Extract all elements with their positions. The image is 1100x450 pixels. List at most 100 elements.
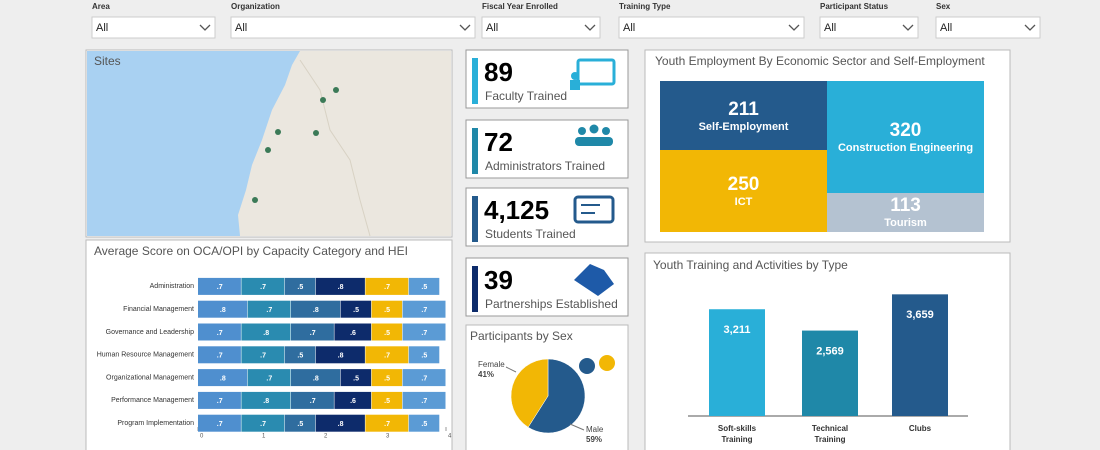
bar-segment[interactable] — [365, 414, 409, 432]
filter-dropdown[interactable] — [91, 16, 216, 39]
map[interactable]: Sites — [87, 51, 451, 237]
bar-segment[interactable] — [241, 414, 285, 432]
site-dot[interactable] — [252, 197, 258, 203]
value-label: .7 — [310, 330, 316, 337]
bar-segment[interactable] — [334, 391, 372, 409]
bar-segment[interactable] — [198, 391, 241, 409]
bar-segment[interactable] — [241, 346, 285, 364]
bar-segment[interactable] — [284, 414, 316, 432]
kpi-label: Administrators Trained — [485, 159, 605, 173]
chart-title: Average Score on OCA/OPI by Capacity Cat… — [94, 244, 408, 258]
x-tick-label: 2 — [324, 434, 328, 440]
bar-segment[interactable] — [402, 369, 446, 387]
bar-segment[interactable] — [315, 346, 365, 364]
treemap-tile[interactable]: 211 Self-Employment — [660, 81, 828, 151]
kpi-label: Students Trained — [485, 227, 576, 241]
bar-segment[interactable] — [408, 277, 440, 295]
value-label: .7 — [421, 330, 427, 337]
y-tick-label: Performance Management — [111, 397, 194, 404]
bar-segment[interactable] — [198, 369, 248, 387]
bar-segment[interactable] — [402, 300, 446, 318]
bar-segment[interactable] — [334, 323, 372, 341]
value-label: .8 — [220, 307, 226, 314]
treemap-tile[interactable]: 113 Tourism — [827, 192, 984, 232]
filter-dropdown[interactable] — [819, 16, 919, 39]
tile-label: ICT — [734, 196, 753, 209]
bar-segment[interactable] — [198, 277, 241, 295]
treemap-tile[interactable]: 320 Construction Engineering — [827, 81, 984, 193]
bar[interactable] — [802, 330, 858, 416]
bar-segment[interactable] — [241, 323, 291, 341]
y-tick-label: Administration — [150, 283, 194, 290]
filter-label: Training Type — [619, 2, 671, 11]
bar-segment[interactable] — [371, 391, 403, 409]
kpi-label: Faculty Trained — [485, 89, 567, 103]
value-label: .5 — [384, 398, 390, 405]
filter-dropdown[interactable] — [935, 16, 1041, 39]
site-dot[interactable] — [333, 87, 339, 93]
pie-slice[interactable] — [527, 358, 586, 434]
bar[interactable] — [892, 294, 948, 416]
bar-segment[interactable] — [291, 323, 334, 341]
bar-segment[interactable] — [365, 346, 409, 364]
value-label: 3,659 — [906, 309, 934, 321]
bar-segment[interactable] — [315, 414, 365, 432]
site-dot[interactable] — [265, 147, 271, 153]
bar[interactable] — [709, 309, 765, 416]
road — [299, 59, 371, 237]
bar-segment[interactable] — [340, 300, 372, 318]
bar-segment[interactable] — [371, 323, 403, 341]
student-icon — [573, 195, 615, 224]
bar-segment[interactable] — [408, 346, 440, 364]
value-label: .7 — [384, 353, 390, 360]
site-dot[interactable] — [275, 129, 281, 135]
filter-value: All — [623, 22, 635, 34]
tile-label: Construction Engineering — [837, 141, 974, 154]
value-label: .5 — [297, 353, 303, 360]
filter-dropdown[interactable] — [481, 16, 601, 39]
bar-segment[interactable] — [291, 369, 341, 387]
bar-segment[interactable] — [402, 391, 446, 409]
x-tick-label: Technical Training — [811, 424, 849, 444]
value-label: .7 — [310, 398, 316, 405]
kpi-value: 89 — [484, 57, 513, 87]
site-dot[interactable] — [320, 97, 326, 103]
bar-segment[interactable] — [198, 323, 241, 341]
bar-segment[interactable] — [247, 300, 291, 318]
value-label: .7 — [217, 398, 223, 405]
bar-segment[interactable] — [340, 369, 372, 387]
bar-segment[interactable] — [247, 369, 291, 387]
bar-segment[interactable] — [365, 277, 409, 295]
dropdown-chevron — [584, 24, 596, 31]
value-label: .7 — [217, 330, 223, 337]
value-label: .8 — [338, 284, 344, 291]
value-label: .7 — [421, 307, 427, 314]
bar-segment[interactable] — [291, 391, 334, 409]
treemap-tile[interactable]: 250 ICT — [660, 150, 828, 232]
bar-segment[interactable] — [371, 300, 403, 318]
bar-segment[interactable] — [315, 277, 365, 295]
filter-dropdown[interactable] — [618, 16, 805, 39]
bar-segment[interactable] — [291, 300, 341, 318]
bar-segment[interactable] — [198, 414, 241, 432]
bar-segment[interactable] — [402, 323, 446, 341]
x-tick-label: 4 — [448, 434, 452, 440]
bar-segment[interactable] — [284, 277, 316, 295]
bar-segment[interactable] — [241, 277, 285, 295]
bar-segment[interactable] — [198, 300, 248, 318]
bar-segment[interactable] — [371, 369, 403, 387]
filter-label: Sex — [936, 2, 951, 11]
pie-slice[interactable] — [510, 358, 549, 428]
bar-segment[interactable] — [198, 346, 241, 364]
x-tick-label: Soft-skills Training — [717, 424, 757, 444]
pie-category: Male — [586, 425, 604, 434]
bar-segment[interactable] — [408, 414, 440, 432]
filter-dropdown[interactable] — [230, 16, 476, 39]
site-dot[interactable] — [313, 130, 319, 136]
bar-segment[interactable] — [241, 391, 291, 409]
bar-segment[interactable] — [284, 346, 316, 364]
pie-value-label: 59% — [586, 435, 602, 444]
dropdown-chevron — [459, 24, 471, 31]
land — [238, 51, 451, 236]
